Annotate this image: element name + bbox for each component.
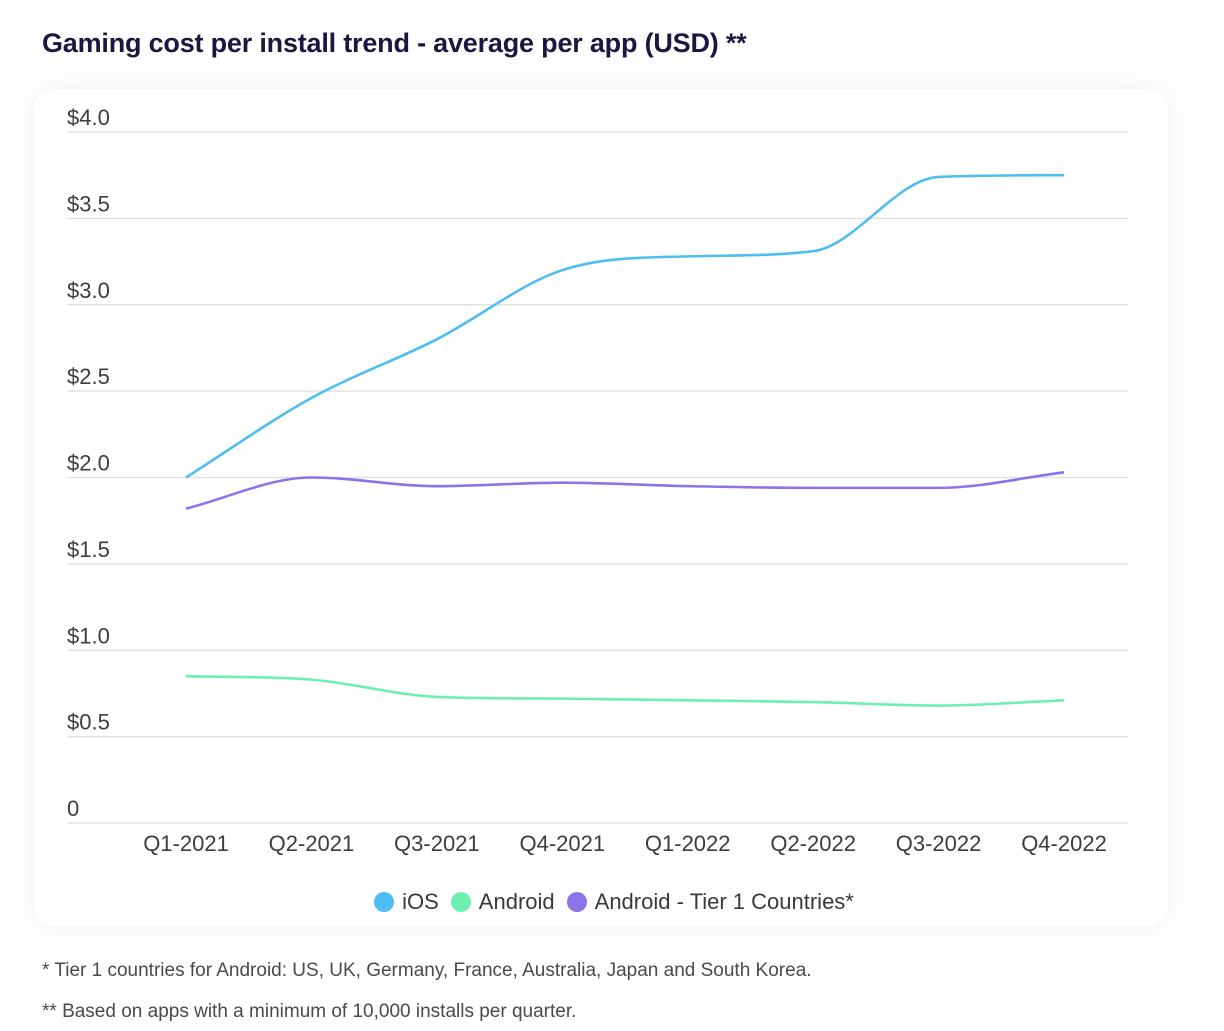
legend-item-ios[interactable]: iOS (370, 889, 439, 915)
legend-label: Android (478, 889, 555, 914)
series-line-android-tier-1-countries (185, 471, 1065, 510)
footnote-tier1: * Tier 1 countries for Android: US, UK, … (42, 960, 812, 981)
series-lines (185, 173, 1065, 707)
legend: iOS Android Android - Tier 1 Countries* (0, 889, 1224, 915)
x-tick-label: Q3-2021 (394, 831, 480, 856)
y-axis-ticks: 0 $0.5 $1.0 $1.5 $2.0 $2.5 $3.0 $3.5 $4.0 (67, 105, 110, 821)
y-tick-label: $4.0 (67, 105, 110, 130)
legend-label: iOS (402, 889, 439, 914)
series-line-ios (185, 173, 1065, 479)
legend-label: Android - Tier 1 Countries* (594, 889, 854, 914)
x-tick-label: Q1-2022 (645, 831, 731, 856)
y-tick-label: 0 (67, 796, 79, 821)
legend-dot-icon (450, 892, 471, 912)
gridlines (67, 131, 1128, 824)
y-tick-label: $2.0 (67, 451, 110, 476)
y-tick-label: $1.0 (67, 623, 110, 648)
x-tick-label: Q2-2022 (770, 831, 856, 856)
x-axis-ticks: Q1-2021 Q2-2021 Q3-2021 Q4-2021 Q1-2022 Q2-20… (143, 831, 1107, 856)
chart-card (34, 89, 1168, 926)
x-tick-label: Q2-2021 (269, 831, 355, 856)
footnote-install-minimum: ** Based on apps with a minimum of 10,00… (42, 1001, 577, 1022)
x-tick-label: Q4-2021 (519, 831, 605, 856)
legend-dot-icon (566, 892, 587, 912)
legend-item-android[interactable]: Android (447, 889, 555, 915)
y-tick-label: $3.0 (67, 278, 110, 303)
x-tick-label: Q3-2022 (896, 831, 982, 856)
x-tick-label: Q1-2021 (143, 831, 229, 856)
y-tick-label: $3.5 (67, 191, 110, 216)
y-tick-label: $2.5 (67, 364, 110, 389)
x-tick-label: Q4-2022 (1021, 831, 1107, 856)
series-line-android (185, 674, 1065, 707)
y-tick-label: $0.5 (67, 710, 110, 735)
legend-dot-icon (374, 892, 395, 912)
y-tick-label: $1.5 (67, 537, 110, 562)
legend-item-android-tier1[interactable]: Android - Tier 1 Countries* (563, 889, 854, 915)
chart-title: Gaming cost per install trend - average … (42, 28, 747, 58)
